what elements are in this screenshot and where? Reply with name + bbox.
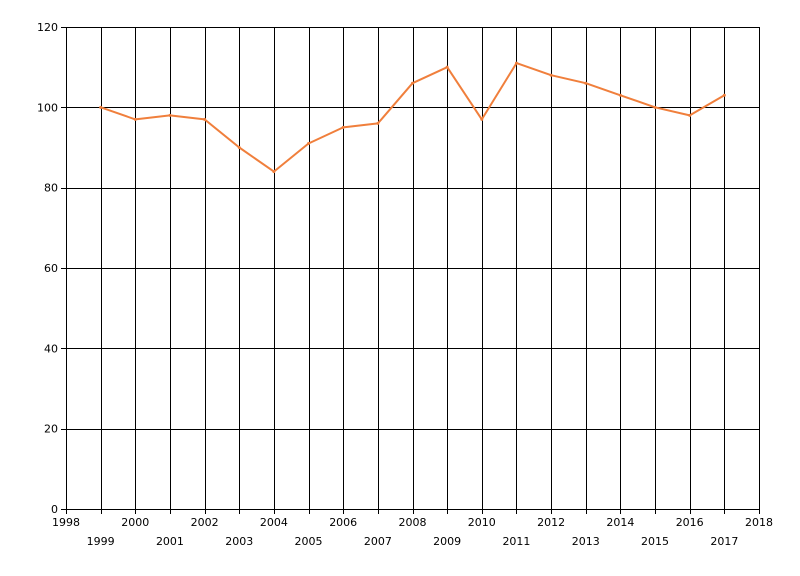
data-point bbox=[480, 117, 484, 121]
y-tick-label: 20 bbox=[44, 423, 58, 436]
data-point bbox=[411, 81, 414, 85]
data-point bbox=[514, 61, 518, 65]
x-tick-label: 2014 bbox=[606, 516, 634, 529]
x-tick-label: 2005 bbox=[295, 535, 323, 548]
x-tick-label: 2002 bbox=[191, 516, 219, 529]
x-tick-label: 2013 bbox=[572, 535, 600, 548]
data-point bbox=[237, 146, 241, 149]
data-point bbox=[341, 125, 345, 129]
x-tick-label: 2001 bbox=[156, 535, 184, 548]
y-tick-label: 60 bbox=[44, 262, 58, 275]
x-tick-label: 2018 bbox=[745, 516, 773, 529]
data-point bbox=[445, 65, 449, 69]
series-line bbox=[99, 62, 726, 173]
y-tick-label: 0 bbox=[51, 503, 58, 516]
x-tick-label: 2010 bbox=[468, 516, 496, 529]
grid bbox=[66, 27, 760, 514]
x-tick-label: 2003 bbox=[225, 535, 253, 548]
data-point bbox=[584, 81, 588, 85]
x-tick-label: 2012 bbox=[537, 516, 565, 529]
axes bbox=[61, 27, 759, 510]
x-tick-label: 2009 bbox=[433, 535, 461, 548]
x-tick-label: 2011 bbox=[502, 535, 530, 548]
x-tick-label: 2015 bbox=[641, 535, 669, 548]
data-point bbox=[99, 105, 103, 109]
data-point bbox=[133, 117, 137, 121]
x-tick-label: 2016 bbox=[676, 516, 704, 529]
x-tick-label: 2008 bbox=[399, 516, 427, 529]
data-point bbox=[722, 93, 726, 97]
x-tick-label: 2000 bbox=[121, 516, 149, 529]
data-point bbox=[549, 73, 553, 77]
data-point bbox=[272, 170, 276, 174]
data-point bbox=[618, 93, 622, 97]
data-point bbox=[688, 113, 692, 117]
tick-labels: 0 20 40 60 80 100 120 1998 1999 2000 2001 2002 2003 2… bbox=[37, 21, 773, 548]
x-tick-label: 1998 bbox=[52, 516, 80, 529]
x-tick-label: 1999 bbox=[87, 535, 115, 548]
data-point bbox=[168, 113, 172, 117]
data-point bbox=[307, 141, 311, 145]
x-tick-label: 2004 bbox=[260, 516, 288, 529]
x-tick-label: 2007 bbox=[364, 535, 392, 548]
data-point bbox=[203, 117, 207, 121]
y-tick-label: 40 bbox=[44, 342, 58, 355]
x-tick-label: 2017 bbox=[710, 535, 738, 548]
series-layer bbox=[99, 61, 726, 174]
x-tick-label: 2006 bbox=[329, 516, 357, 529]
data-point bbox=[376, 121, 380, 125]
y-tick-label: 80 bbox=[44, 182, 58, 195]
y-tick-label: 100 bbox=[37, 101, 58, 114]
y-tick-label: 120 bbox=[37, 21, 58, 34]
data-point bbox=[653, 105, 657, 109]
